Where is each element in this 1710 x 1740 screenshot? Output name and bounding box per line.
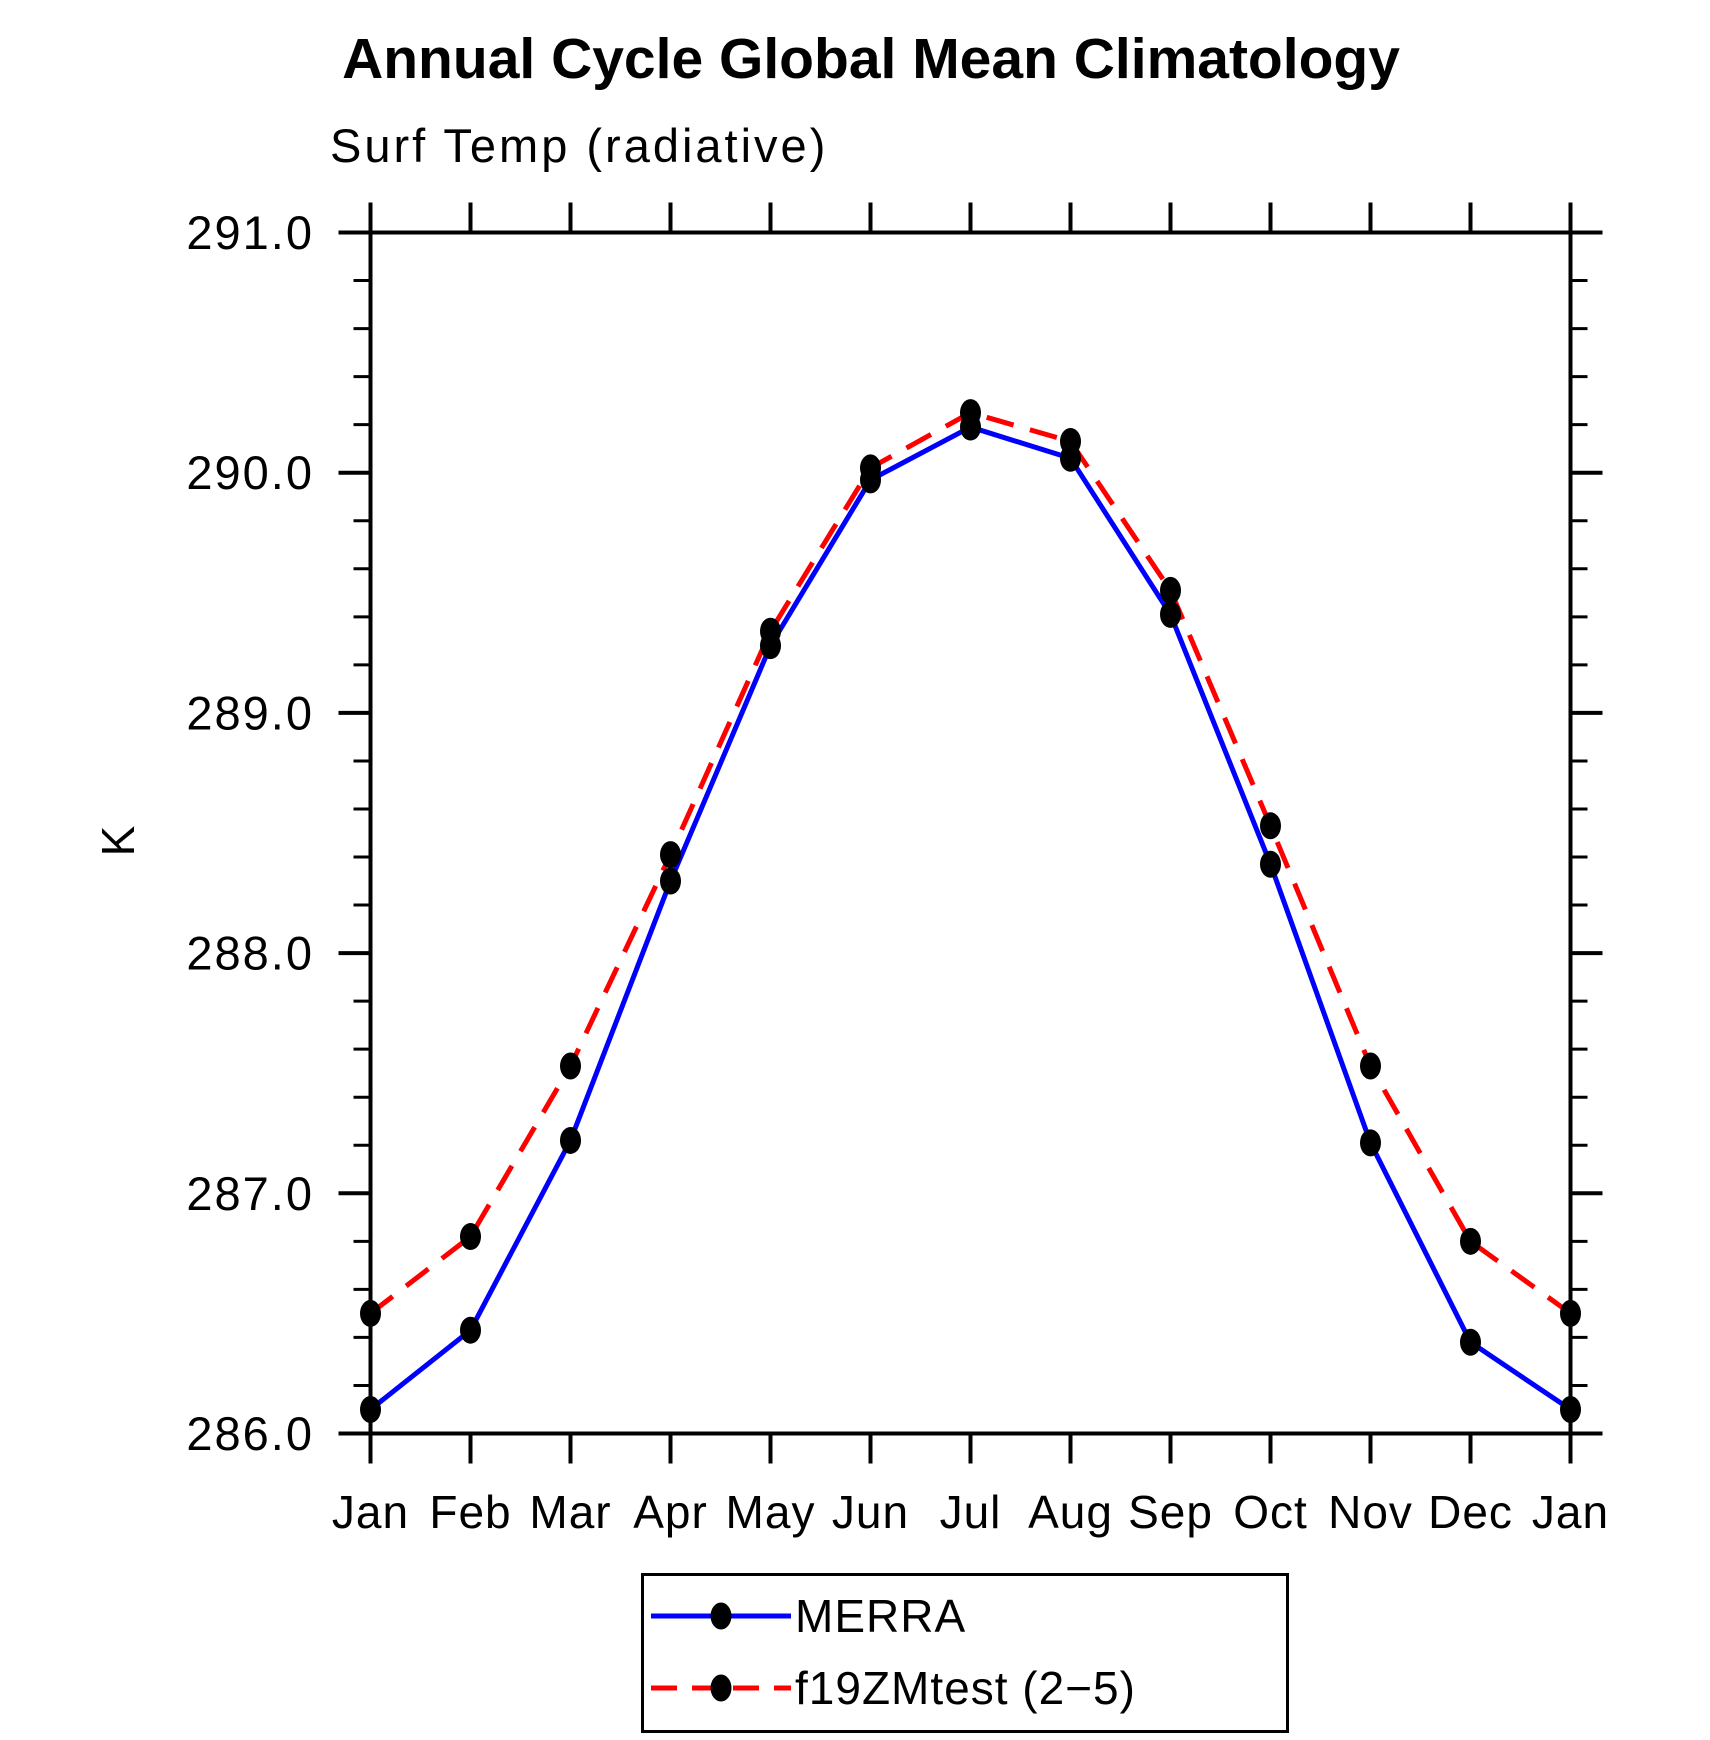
data-point-marker <box>1560 1299 1581 1327</box>
y-tick-label: 289.0 <box>186 686 314 739</box>
data-point-marker <box>560 1126 581 1154</box>
x-tick-label: Jan <box>332 1486 409 1538</box>
chart-subtitle: Surf Temp (radiative) <box>330 119 829 172</box>
series-line-merra <box>368 424 1572 1412</box>
legend-marker-icon <box>710 1602 732 1630</box>
y-tick-label: 290.0 <box>186 446 314 499</box>
legend-item-merra: MERRA <box>647 1590 967 1642</box>
x-tick-label: Mar <box>529 1486 611 1538</box>
data-point-marker <box>1360 1052 1381 1080</box>
data-point-marker <box>460 1223 481 1251</box>
legend-label: MERRA <box>795 1590 967 1642</box>
data-point-marker <box>560 1052 581 1080</box>
x-tick-label: Dec <box>1428 1486 1513 1538</box>
data-point-marker <box>1460 1328 1481 1356</box>
y-tick-label: 288.0 <box>186 927 314 980</box>
y-axis-title: K <box>92 823 144 857</box>
data-point-marker <box>660 841 681 869</box>
x-tick-label: Sep <box>1128 1486 1213 1538</box>
legend-sample-f19zmtest <box>651 1674 791 1702</box>
legend-marker-icon <box>710 1674 732 1702</box>
data-point-marker <box>960 399 981 427</box>
x-tick-label: Aug <box>1028 1486 1113 1538</box>
data-point-marker <box>360 1395 381 1423</box>
x-tick-label: Jan <box>1532 1486 1609 1538</box>
data-point-marker <box>1060 427 1081 455</box>
x-tick-label: May <box>726 1486 816 1538</box>
data-point-marker <box>1160 600 1181 628</box>
x-tick-label: Jul <box>940 1486 1002 1538</box>
data-point-marker <box>1560 1395 1581 1423</box>
y-tick-label: 286.0 <box>186 1407 314 1460</box>
data-point-marker <box>1260 812 1281 840</box>
data-point-marker <box>1460 1227 1481 1255</box>
x-tick-label: Nov <box>1328 1486 1413 1538</box>
legend-sample-merra <box>651 1602 791 1630</box>
data-point-marker <box>1160 576 1181 604</box>
data-point-marker <box>1360 1129 1381 1157</box>
data-point-marker <box>1260 850 1281 878</box>
data-point-marker <box>660 867 681 895</box>
data-point-marker <box>360 1299 381 1327</box>
legend-box: MERRA f19ZMtest (2−5) <box>641 1573 1289 1733</box>
chart-title: Annual Cycle Global Mean Climatology <box>342 27 1400 91</box>
y-tick-label: 291.0 <box>186 206 314 259</box>
data-point-marker <box>460 1316 481 1344</box>
x-tick-label: Feb <box>429 1486 511 1538</box>
legend-label: f19ZMtest (2−5) <box>795 1662 1136 1714</box>
y-tick-label: 287.0 <box>186 1167 314 1220</box>
legend-item-f19zmtest: f19ZMtest (2−5) <box>647 1662 1136 1714</box>
x-tick-label: Oct <box>1233 1486 1308 1538</box>
x-tick-label: Jun <box>832 1486 909 1538</box>
x-tick-label: Apr <box>633 1486 708 1538</box>
data-point-marker <box>860 454 881 482</box>
data-point-marker <box>760 617 781 645</box>
